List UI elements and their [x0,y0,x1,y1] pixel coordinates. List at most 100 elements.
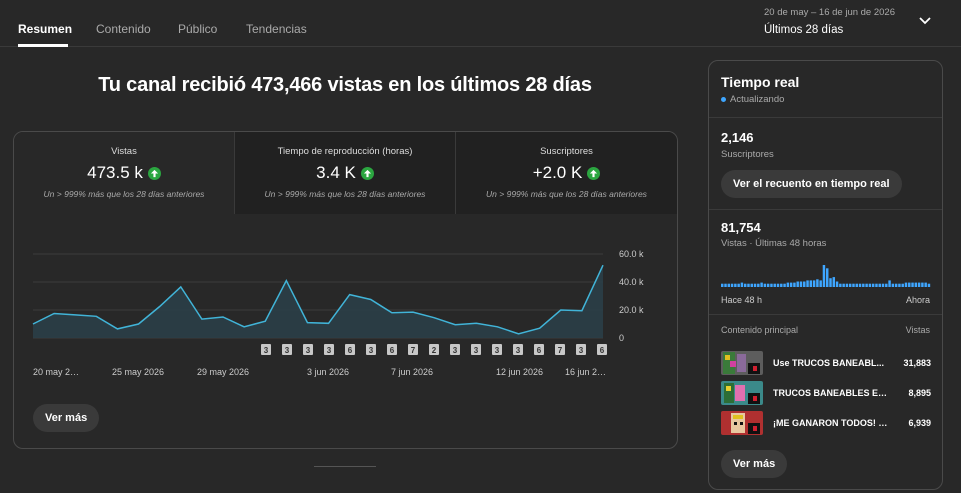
publish-marker-label: 6 [537,346,542,355]
realtime-bar [724,283,727,287]
realtime-bar [878,283,881,287]
metric-tab-subscribers[interactable]: Suscriptores +2.0 K Un > 999% más que lo… [456,132,677,214]
realtime-bar [721,283,724,287]
data-point [95,315,97,317]
publish-marker [345,344,355,355]
video-views: 8,895 [908,388,931,398]
realtime-bar [747,283,750,287]
publish-marker-label: 3 [369,346,374,355]
top-content-item[interactable]: TRUCOS BANEABLES EN... 8,895 [721,381,931,407]
views-48h-count: 81,754 [721,220,761,235]
publish-marker [450,344,460,355]
metric-value: 473.5 k [87,163,143,182]
publish-marker [261,344,271,355]
see-more-button[interactable]: Ver más [33,404,100,432]
realtime-bar [796,281,799,287]
top-content-header: Contenido principal [721,325,799,335]
publish-marker [555,344,565,355]
realtime-bar [793,282,796,287]
publish-marker [282,344,292,355]
realtime-bar [839,283,842,287]
video-views: 31,883 [903,358,931,368]
divider [709,117,942,118]
realtime-bar [766,283,770,287]
publish-marker-label: 3 [285,346,290,355]
realtime-bar [865,283,868,287]
publish-marker-label: 3 [516,346,521,355]
realtime-bar [924,282,927,287]
publish-marker-label: 7 [558,346,563,355]
realtime-bar [832,277,836,287]
publish-marker-label: 3 [453,346,458,355]
arrow-up-icon [360,166,374,180]
realtime-bar [776,283,780,287]
realtime-bar [848,283,852,287]
realtime-bar-chart [721,265,931,287]
realtime-bar [809,280,813,287]
realtime-bar [881,283,885,287]
y-tick-label: 40.0 k [619,277,644,287]
realtime-bar [740,282,744,287]
realtime-bar [917,282,921,287]
metric-tab-views[interactable]: Vistas 473.5 k Un > 999% más que los 28 … [14,132,235,214]
data-point [475,322,477,324]
realtime-bar [730,283,734,287]
top-content-item[interactable]: ¡ME GANARON TODOS! R... 6,939 [721,411,931,437]
realtime-bar [750,283,753,287]
data-point [264,320,266,322]
metric-tab-watch-time[interactable]: Tiempo de reproducción (horas) 3.4 K Un … [235,132,456,214]
publish-marker-label: 6 [390,346,395,355]
y-tick-label: 60.0 k [619,249,644,259]
data-point [137,323,139,325]
y-tick-label: 0 [619,333,624,343]
x-tick-label: 29 may 2026 [197,367,249,377]
realtime-bar [812,280,816,287]
data-point [454,324,456,326]
tab-contenido[interactable]: Contenido [96,22,151,36]
realtime-see-more-button[interactable]: Ver más [721,450,788,478]
realtime-bar [826,268,829,287]
realtime-bar [789,282,793,287]
area-fill [33,265,603,338]
realtime-bar [885,283,888,287]
publish-marker-label: 3 [579,346,584,355]
realtime-bar [727,283,731,287]
publish-marker [513,344,523,355]
publish-marker [408,344,418,355]
arrow-up-icon [147,166,161,180]
y-tick-label: 20.0 k [619,305,644,315]
realtime-count-button[interactable]: Ver el recuento en tiempo real [721,170,902,198]
data-point [243,326,245,328]
chevron-down-icon[interactable] [918,16,932,26]
tab-resumen[interactable]: Resumen [18,22,73,36]
realtime-bar [763,283,767,287]
overview-card: Vistas 473.5 k Un > 999% más que los 28 … [13,131,678,449]
metric-value-row: 473.5 k [14,163,234,183]
realtime-status: Actualizando [721,94,784,105]
publish-marker-label: 3 [327,346,332,355]
video-title: ¡ME GANARON TODOS! R... [773,418,891,428]
realtime-bar [858,283,862,287]
data-point [32,323,34,325]
realtime-bar [799,281,803,287]
realtime-bar [786,282,790,287]
axis-end-label: Ahora [905,295,930,305]
top-content-item[interactable]: Use TRUCOS BANEABL... 31,883 [721,351,931,377]
realtime-bar [835,281,839,287]
data-point [412,311,414,313]
publish-marker [576,344,586,355]
data-point [517,333,519,335]
metric-comparison: Un > 999% más que los 28 días anteriores [486,189,647,199]
date-range-selector[interactable]: 20 de may – 16 de jun de 2026 Últimos 28… [764,7,895,36]
realtime-bar [862,283,865,287]
realtime-bar [868,283,872,287]
series-line [32,264,604,335]
tab-tendencias[interactable]: Tendencias [246,22,307,36]
realtime-bar [914,282,918,287]
publish-marker [429,344,439,355]
date-range-label: Últimos 28 días [764,24,844,36]
tab-publico[interactable]: Público [178,22,218,36]
realtime-bar [852,283,855,287]
metric-label: Tiempo de reproducción (horas) [277,146,413,157]
publish-marker-label: 3 [264,346,269,355]
